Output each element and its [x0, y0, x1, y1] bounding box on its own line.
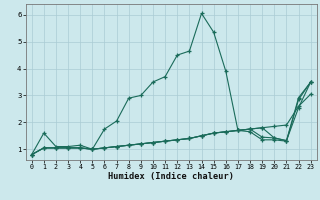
X-axis label: Humidex (Indice chaleur): Humidex (Indice chaleur): [108, 172, 234, 181]
